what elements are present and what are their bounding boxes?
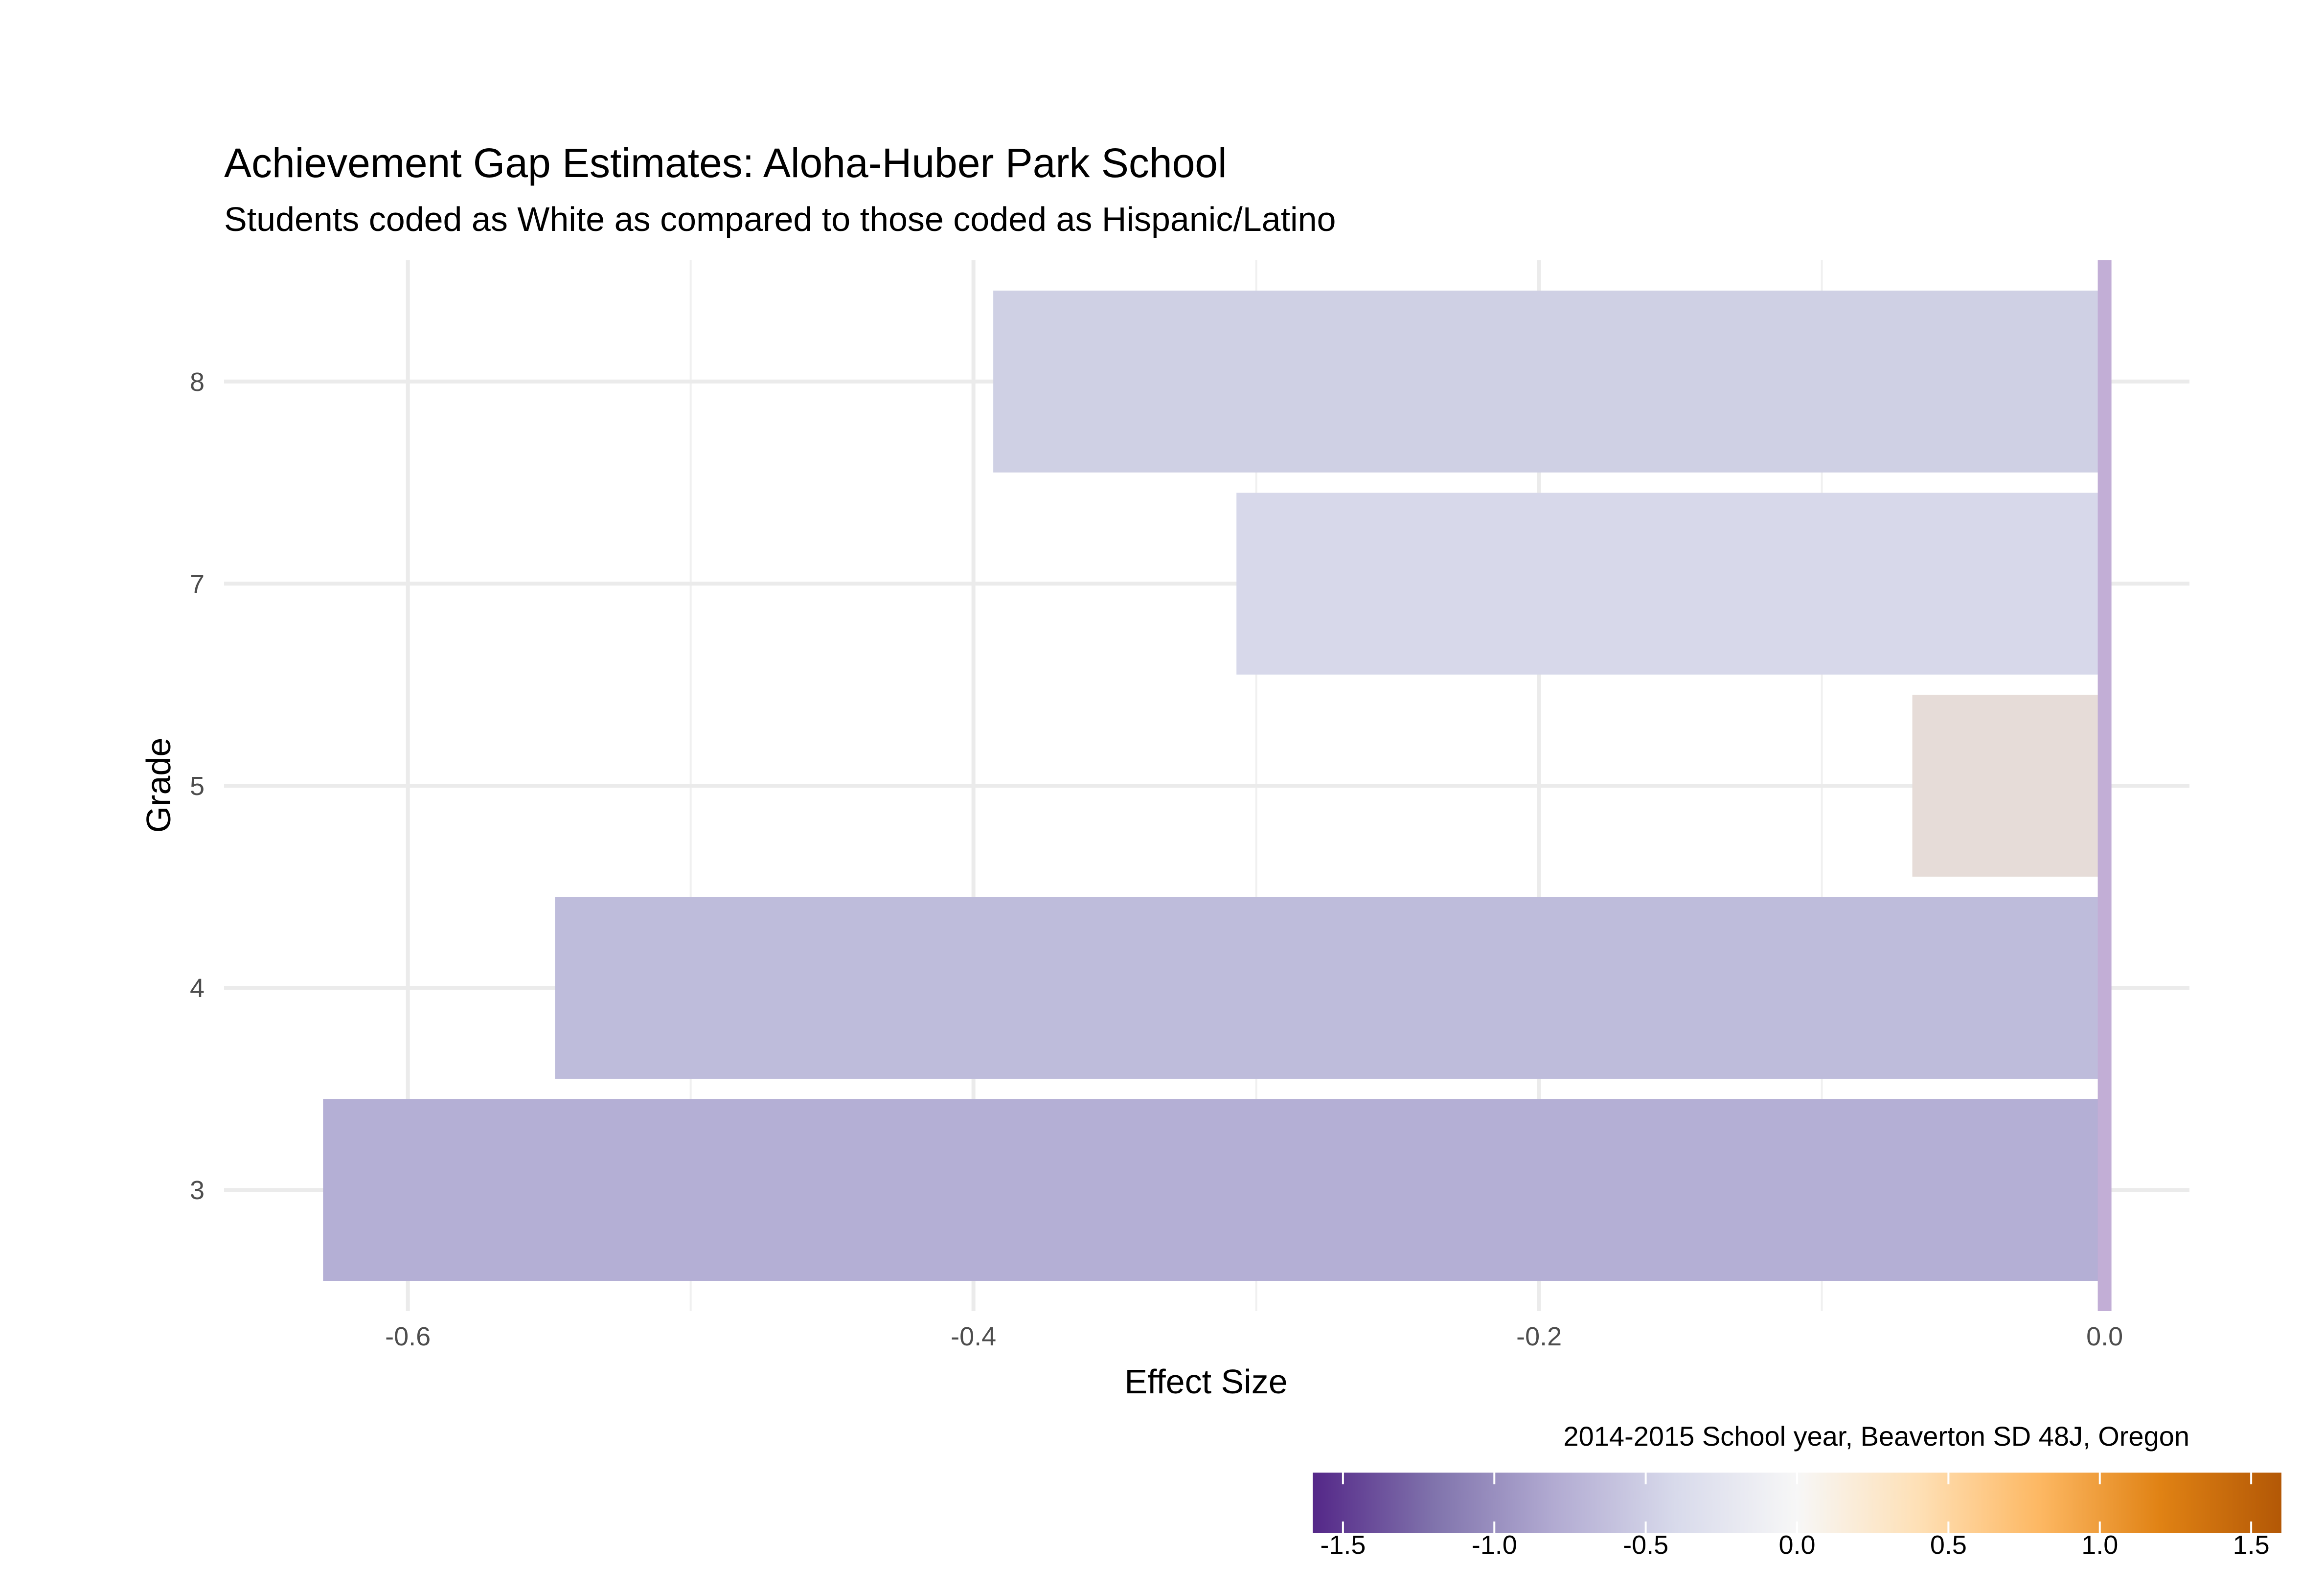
legend-tick-label: -0.5 [1623, 1530, 1668, 1560]
color-legend: -1.5 -1.0 -0.5 0.0 0.5 1.0 1.5 [1313, 1473, 2281, 1560]
chart-subtitle: Students coded as White as compared to t… [224, 200, 1336, 238]
x-tick-label: -0.6 [385, 1322, 431, 1351]
x-axis-ticks: -0.6 -0.4 -0.2 0.0 [385, 1322, 2123, 1351]
chart-caption: 2014-2015 School year, Beaverton SD 48J,… [1564, 1421, 2190, 1452]
legend-tick-label: -1.5 [1320, 1530, 1366, 1560]
x-tick-label: -0.2 [1516, 1322, 1562, 1351]
legend-tick-label: -1.0 [1472, 1530, 1517, 1560]
y-tick-label: 5 [190, 772, 205, 801]
bars [323, 290, 2105, 1281]
x-tick-label: -0.4 [951, 1322, 996, 1351]
y-tick-label: 8 [190, 367, 205, 397]
zero-reference [2097, 260, 2112, 1311]
chart-title: Achievement Gap Estimates: Aloha-Huber P… [224, 140, 1227, 186]
bar-grade-3 [323, 1099, 2105, 1281]
bar-grade-5 [1912, 695, 2105, 877]
bar-grade-7 [1236, 493, 2105, 675]
legend-tick-label: 0.0 [1778, 1530, 1815, 1560]
y-axis-ticks: 3 4 5 7 8 [190, 367, 205, 1205]
y-tick-label: 7 [190, 569, 205, 599]
x-axis-title: Effect Size [1124, 1363, 1287, 1401]
legend-tick-label: 1.0 [2081, 1530, 2118, 1560]
bar-grade-8 [993, 290, 2105, 473]
zero-line [2097, 260, 2112, 1311]
bar-grade-4 [555, 897, 2105, 1079]
y-tick-label: 4 [190, 974, 205, 1003]
legend-tick-label: 0.5 [1930, 1530, 1967, 1560]
x-tick-label: 0.0 [2086, 1322, 2123, 1351]
y-tick-label: 3 [190, 1176, 205, 1205]
legend-tick-label: 1.5 [2233, 1530, 2270, 1560]
y-axis-title: Grade [139, 738, 178, 833]
